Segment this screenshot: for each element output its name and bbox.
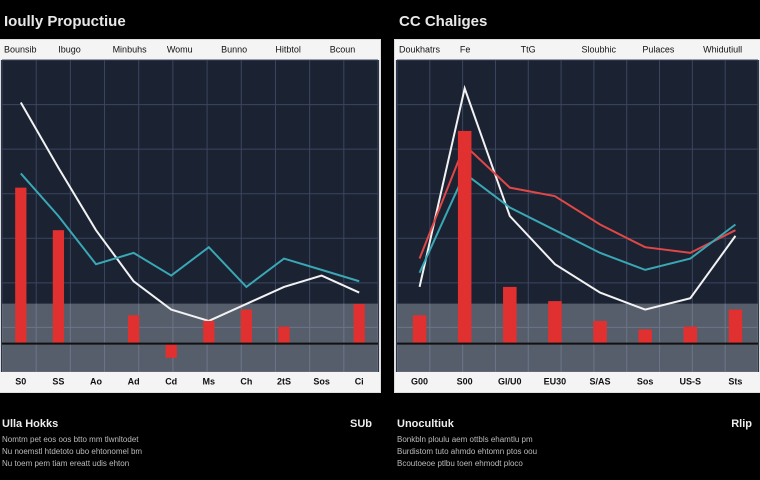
header-strip bbox=[0, 40, 380, 60]
footer-line: Burdistom tuto ahmdo ehtomn ptos oou bbox=[397, 447, 537, 456]
header-label: Womu bbox=[167, 44, 193, 54]
x-tick-label: Ad bbox=[128, 376, 140, 386]
x-tick-label: G00 bbox=[411, 376, 428, 386]
x-tick-label: Ms bbox=[203, 376, 216, 386]
header-label: TtG bbox=[521, 44, 536, 54]
line bbox=[418, 84, 737, 311]
bar bbox=[278, 326, 290, 344]
bar bbox=[353, 303, 365, 344]
footer-value: SUb bbox=[350, 418, 372, 430]
bar bbox=[203, 320, 215, 344]
bar bbox=[15, 187, 27, 344]
header-label: Doukhatrs bbox=[399, 44, 441, 54]
x-tick-label: SS bbox=[52, 376, 64, 386]
x-tick-label: Sts bbox=[728, 376, 742, 386]
footer-line: Nu noemstl htdetoto ubo ehtonomel bm bbox=[2, 447, 142, 456]
panel-frame bbox=[394, 39, 760, 393]
header-label: Ibugo bbox=[58, 44, 81, 54]
header-label: Bounsib bbox=[4, 44, 37, 54]
header-label: Fe bbox=[460, 44, 471, 54]
line bbox=[20, 172, 360, 289]
line bbox=[418, 143, 736, 259]
header-label: Pulaces bbox=[642, 44, 675, 54]
x-tick-label: Ch bbox=[240, 376, 252, 386]
x-tick-label: Cd bbox=[165, 376, 177, 386]
x-tick-label: US-S bbox=[680, 376, 702, 386]
xlabel-strip bbox=[0, 372, 380, 392]
header-label: Bunno bbox=[221, 44, 247, 54]
bar bbox=[683, 326, 698, 344]
x-tick-label: 2tS bbox=[277, 376, 291, 386]
bar bbox=[240, 309, 253, 344]
footer-line: Nomtm pet eos oos btto mm tlwnltodet bbox=[2, 435, 139, 444]
xlabel-strip bbox=[395, 372, 760, 392]
lower-area bbox=[397, 303, 758, 372]
x-tick-label: Ao bbox=[90, 376, 102, 386]
panel-title: CC Chaliges bbox=[399, 13, 487, 30]
x-tick-label: EU30 bbox=[544, 376, 567, 386]
header-strip bbox=[395, 40, 760, 60]
bar bbox=[412, 315, 427, 344]
x-tick-label: Sos bbox=[313, 376, 330, 386]
bar bbox=[593, 320, 607, 344]
footer-heading: Ulla Hokks bbox=[2, 418, 58, 430]
bar bbox=[165, 343, 177, 358]
line bbox=[418, 171, 737, 274]
x-tick-label: Sos bbox=[637, 376, 654, 386]
line bbox=[19, 102, 360, 323]
x-tick-label: Ci bbox=[355, 376, 364, 386]
bar bbox=[127, 315, 140, 344]
bar bbox=[503, 286, 517, 344]
bar bbox=[638, 329, 652, 344]
header-label: Sloubhic bbox=[582, 44, 617, 54]
x-tick-label: Gl/U0 bbox=[498, 376, 522, 386]
footer-line: Bcoutoeoe ptlbu toen ehmodt ploco bbox=[397, 459, 523, 468]
header-label: Minbuhs bbox=[113, 44, 148, 54]
footer-heading: Unocultiuk bbox=[397, 418, 455, 430]
header-label: Whidutiull bbox=[703, 44, 742, 54]
panel-title: Ioully Propuctiue bbox=[4, 13, 126, 30]
header-label: Bcoun bbox=[330, 44, 356, 54]
bar bbox=[457, 130, 472, 344]
footer-value: Rlip bbox=[731, 418, 752, 430]
header-label: Hitbtol bbox=[275, 44, 301, 54]
x-tick-label: S00 bbox=[457, 376, 473, 386]
footer-line: Bonkbln ploulu aem ottbls ehamtlu pm bbox=[397, 435, 533, 444]
x-tick-label: S0 bbox=[15, 376, 26, 386]
bar bbox=[548, 301, 562, 344]
footer-line: Nu toem pem tiam ereatt udis ehton bbox=[2, 459, 129, 468]
bar bbox=[52, 230, 65, 344]
x-tick-label: S/AS bbox=[590, 376, 611, 386]
bar bbox=[728, 309, 743, 344]
